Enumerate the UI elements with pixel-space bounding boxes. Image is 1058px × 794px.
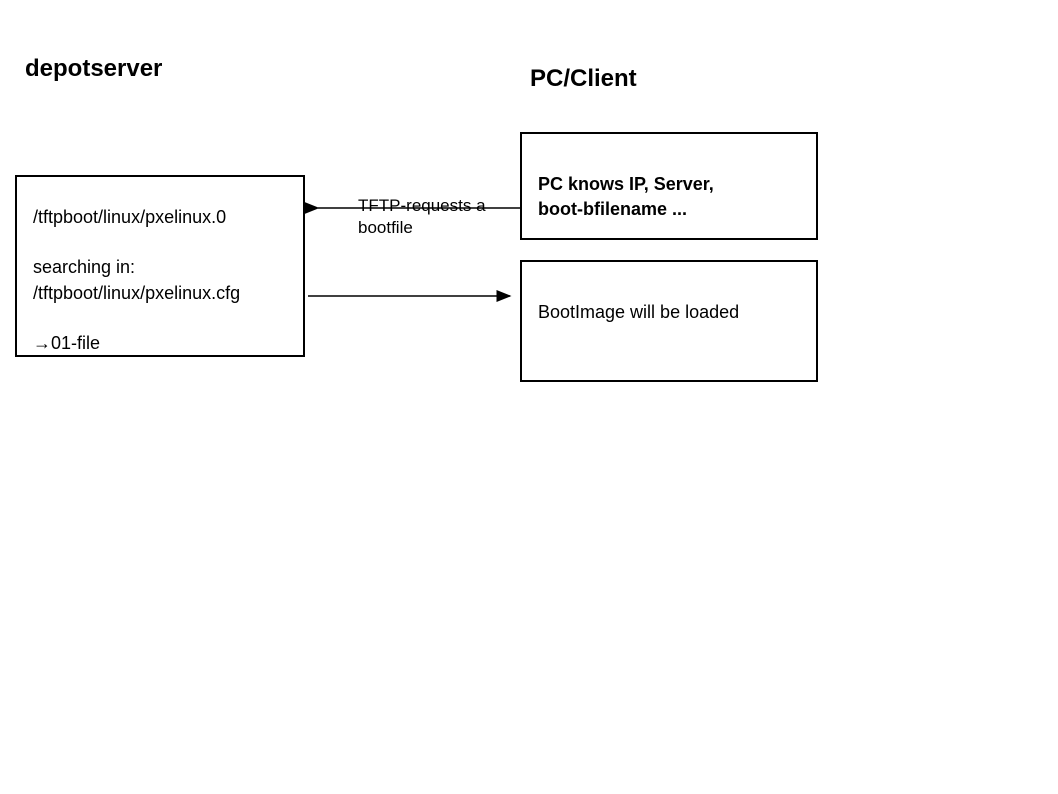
- tftp-request-label-line1: TFTP-requests a: [358, 195, 486, 217]
- server-box-line3: /tftpboot/linux/pxelinux.cfg: [33, 281, 287, 306]
- server-box-line2: searching in:: [33, 255, 287, 280]
- tftp-request-label: TFTP-requests a bootfile: [358, 195, 486, 239]
- pcclient-title: PC/Client: [530, 65, 637, 93]
- depotserver-title-text: depotserver: [25, 55, 162, 82]
- pcclient-title-text: PC/Client: [530, 65, 637, 92]
- server-box-line1: /tftpboot/linux/pxelinux.0: [33, 205, 287, 230]
- tftp-request-arrow: [0, 0, 1058, 794]
- server-box: /tftpboot/linux/pxelinux.0 searching in:…: [15, 175, 305, 357]
- client-box-top-line2: boot-bfilename ...: [538, 197, 800, 222]
- client-box-top: PC knows IP, Server, boot-bfilename ...: [520, 132, 818, 240]
- client-box-top-line1: PC knows IP, Server,: [538, 172, 800, 197]
- client-box-bottom: BootImage will be loaded: [520, 260, 818, 382]
- depotserver-title: depotserver: [25, 55, 162, 83]
- server-box-line4: →01-file: [33, 331, 287, 356]
- client-box-bottom-line1: BootImage will be loaded: [538, 300, 800, 325]
- tftp-request-label-line2: bootfile: [358, 217, 486, 239]
